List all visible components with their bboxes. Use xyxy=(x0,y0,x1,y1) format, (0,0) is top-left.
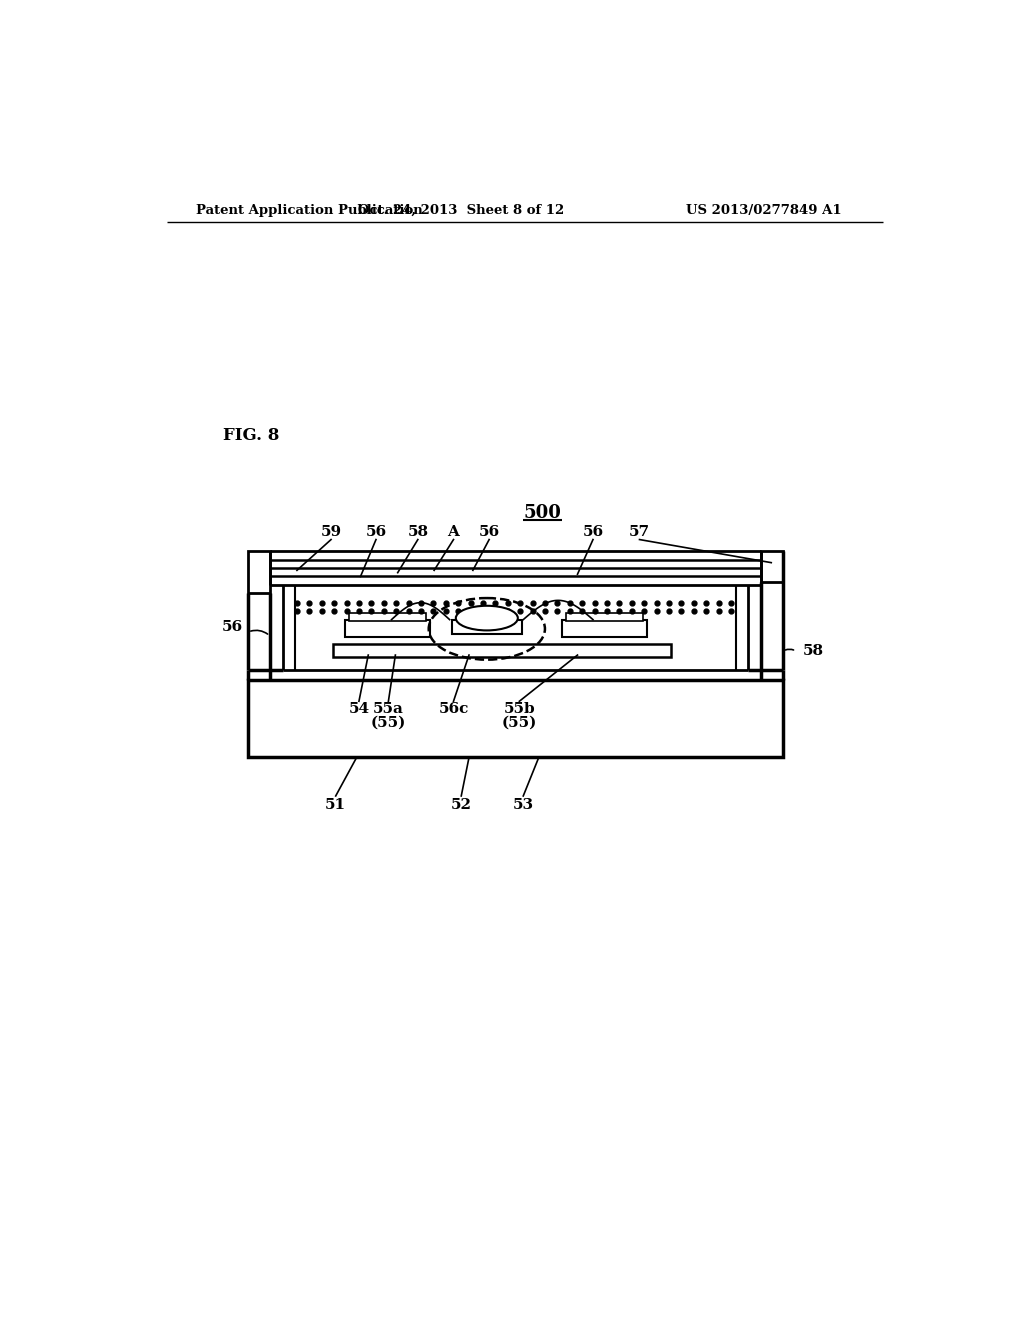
Bar xyxy=(345,620,430,638)
Text: 56c: 56c xyxy=(438,702,469,715)
Text: 500: 500 xyxy=(523,504,561,521)
Text: 51: 51 xyxy=(326,799,346,812)
Text: 56: 56 xyxy=(478,525,500,539)
Text: 58: 58 xyxy=(802,644,823,659)
Ellipse shape xyxy=(456,606,518,631)
Text: FIG. 8: FIG. 8 xyxy=(222,428,279,444)
Text: 52: 52 xyxy=(451,799,472,812)
Text: A: A xyxy=(447,525,460,539)
Text: 57: 57 xyxy=(629,525,650,539)
Text: (55): (55) xyxy=(502,715,537,730)
Text: Patent Application Publication: Patent Application Publication xyxy=(197,205,423,218)
Text: Oct. 24, 2013  Sheet 8 of 12: Oct. 24, 2013 Sheet 8 of 12 xyxy=(358,205,564,218)
Bar xyxy=(566,614,643,622)
Text: 56: 56 xyxy=(366,525,387,539)
Text: 56: 56 xyxy=(583,525,603,539)
Text: 55b: 55b xyxy=(504,702,536,715)
Bar xyxy=(761,552,783,582)
Bar xyxy=(248,681,783,758)
Text: 55a: 55a xyxy=(373,702,403,715)
Bar xyxy=(452,620,521,635)
Text: 54: 54 xyxy=(348,702,370,715)
Text: (55): (55) xyxy=(371,715,407,730)
Text: 59: 59 xyxy=(321,525,342,539)
Bar xyxy=(334,644,671,657)
Text: 53: 53 xyxy=(513,799,534,812)
Text: 56: 56 xyxy=(221,619,243,634)
Text: 58: 58 xyxy=(408,525,428,539)
Bar xyxy=(349,614,426,622)
Bar xyxy=(562,620,647,638)
Text: US 2013/0277849 A1: US 2013/0277849 A1 xyxy=(686,205,842,218)
Bar xyxy=(248,552,270,594)
